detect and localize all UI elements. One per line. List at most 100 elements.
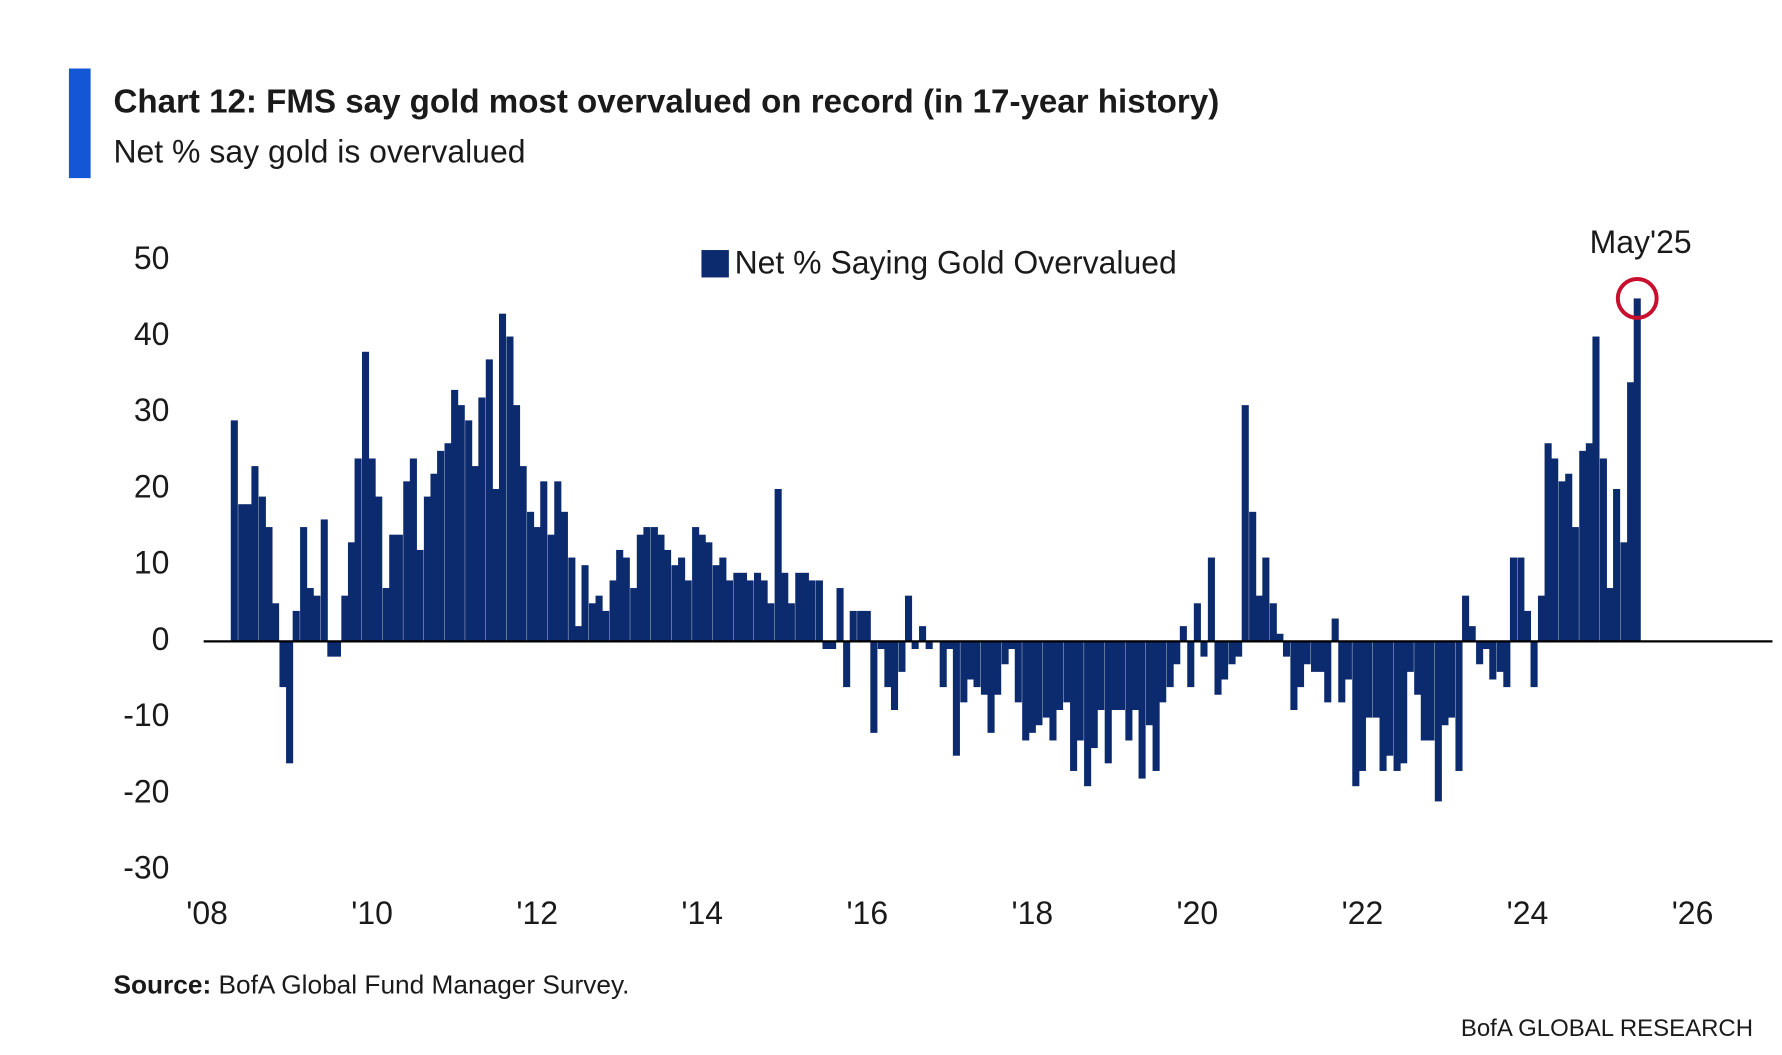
legend-label: Net % Saying Gold Overvalued [735, 244, 1177, 280]
bar [1001, 641, 1009, 665]
bar [1509, 557, 1517, 642]
bar [1338, 641, 1346, 703]
bar [416, 549, 424, 642]
bar [1076, 641, 1084, 741]
y-tick-label: 30 [134, 392, 170, 428]
bar [1523, 610, 1532, 642]
y-tick-label: 20 [134, 468, 170, 504]
bar [485, 359, 493, 642]
bar [1166, 641, 1174, 688]
bar [1393, 641, 1401, 771]
bar [354, 458, 362, 642]
bar [1633, 298, 1641, 642]
bar [1214, 641, 1222, 695]
bar [1462, 595, 1470, 642]
bar [904, 595, 913, 642]
bar [801, 572, 809, 642]
chart-title: Chart 12: FMS say gold most overvalued o… [113, 84, 1219, 121]
bar [657, 534, 665, 642]
bar [616, 549, 624, 642]
bar [1627, 382, 1635, 642]
y-tick-label: 50 [134, 240, 170, 276]
bar [595, 595, 603, 642]
x-tick-label: '14 [681, 895, 723, 931]
bar [465, 420, 473, 642]
bar [877, 641, 885, 650]
bar [692, 527, 700, 642]
bar [960, 641, 968, 703]
bar [1290, 641, 1298, 710]
source-text: BofA Global Fund Manager Survey. [218, 969, 629, 999]
bar [1070, 641, 1078, 771]
bar [306, 588, 314, 642]
source-label: Source: [113, 969, 211, 999]
bar [705, 542, 713, 642]
y-tick-label: -20 [123, 773, 169, 809]
y-tick-label: -10 [123, 697, 169, 733]
bar [286, 641, 294, 764]
bar [781, 572, 789, 642]
bar [1145, 641, 1154, 726]
bar [1084, 641, 1092, 787]
bar [327, 641, 335, 657]
bar [836, 588, 844, 642]
y-tick-label: -30 [123, 849, 169, 885]
bar [1386, 641, 1394, 756]
bar [1249, 511, 1257, 642]
bar [1406, 641, 1414, 672]
bar [1042, 641, 1050, 718]
bar [1014, 641, 1022, 703]
bar [1125, 641, 1133, 741]
bar [1517, 557, 1525, 642]
bar [588, 603, 597, 642]
bar [787, 603, 795, 642]
bar [1131, 641, 1140, 710]
bar [1296, 641, 1305, 688]
bar [1187, 641, 1195, 688]
x-tick-label: '22 [1342, 895, 1384, 931]
bar [1620, 542, 1628, 642]
bar [568, 557, 576, 642]
bar [368, 458, 376, 642]
bar [1262, 557, 1270, 642]
bar [760, 580, 768, 642]
x-tick-label: '10 [351, 895, 393, 931]
bar [1056, 641, 1064, 710]
bar [1311, 641, 1319, 672]
bar [313, 595, 321, 642]
bar [1571, 527, 1579, 642]
bar [403, 481, 411, 642]
bar [678, 557, 686, 642]
x-tick-label: '08 [186, 895, 228, 931]
bar [1400, 641, 1408, 764]
bar [719, 557, 727, 642]
bar [492, 488, 500, 642]
bar [1372, 641, 1380, 718]
bar [554, 481, 562, 642]
bar [671, 565, 679, 642]
bar [444, 443, 452, 642]
bar [1585, 443, 1593, 642]
bar [1207, 557, 1215, 642]
bar [849, 610, 857, 642]
bar [423, 496, 431, 642]
bar [533, 527, 541, 642]
bar [230, 420, 238, 642]
bar [808, 580, 816, 642]
x-tick-label: '24 [1507, 895, 1549, 931]
bar [746, 580, 754, 642]
bar [457, 405, 465, 642]
bar [725, 580, 733, 642]
bar [925, 641, 933, 650]
bar [829, 641, 837, 650]
bar [1200, 641, 1208, 657]
bar [643, 527, 651, 642]
bar [1606, 588, 1614, 642]
bar [890, 641, 899, 710]
bar [1097, 641, 1105, 710]
bar [1022, 641, 1030, 741]
bar [1221, 641, 1229, 680]
bar [1324, 641, 1332, 703]
bar [1276, 633, 1284, 642]
